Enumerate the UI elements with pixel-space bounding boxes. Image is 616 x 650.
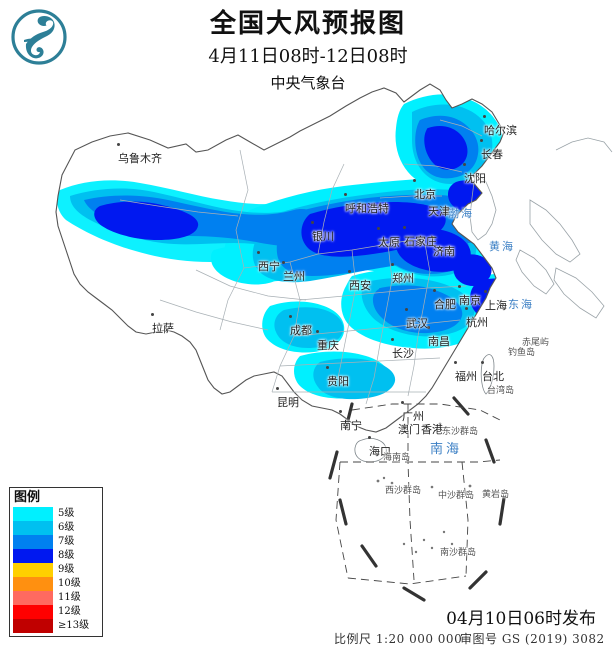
legend-row: 10级 xyxy=(13,577,100,591)
legend-row: 11级 xyxy=(13,591,100,605)
hainan-island xyxy=(354,438,387,463)
legend-row: ≥13级 xyxy=(13,619,100,633)
scs-dashed-boundaries xyxy=(335,403,501,585)
legend-swatch xyxy=(13,605,53,619)
legend-row: 8级 xyxy=(13,549,100,563)
taiwan-island xyxy=(480,354,495,395)
legend-label: ≥13级 xyxy=(58,620,90,631)
legend-swatch xyxy=(13,577,53,591)
legend-rows: 5级 6级 7级 8级 9级 10级 11级 12级 ≥13级 xyxy=(13,507,100,633)
province-boundaries xyxy=(119,119,483,405)
legend-label: 5级 xyxy=(58,508,75,519)
scs-islands xyxy=(376,422,472,554)
legend-swatch xyxy=(13,521,53,535)
cma-dragon-logo-icon xyxy=(10,8,68,66)
legend-label: 7级 xyxy=(58,536,75,547)
legend-swatch xyxy=(13,563,53,577)
legend-swatch xyxy=(13,535,53,549)
legend-swatch xyxy=(13,507,53,521)
legend-label: 10级 xyxy=(58,578,81,589)
legend-row: 12级 xyxy=(13,605,100,619)
legend-title: 图例 xyxy=(14,490,41,505)
map-review-code-label: 审图号 GS (2019) 3082号 xyxy=(460,632,605,650)
legend-label: 12级 xyxy=(58,606,81,617)
national-border xyxy=(55,83,505,433)
legend-swatch xyxy=(13,549,53,563)
legend-swatch xyxy=(13,591,53,605)
neighbor-countries xyxy=(469,137,613,319)
legend-row: 5级 xyxy=(13,507,100,521)
issue-time-label: 04月10日06时发布 xyxy=(446,609,596,629)
legend-label: 8级 xyxy=(58,550,75,561)
legend-row: 9级 xyxy=(13,563,100,577)
legend-panel: 图例 5级 6级 7级 8级 9级 10级 11级 12级 ≥13级 xyxy=(9,487,103,637)
legend-label: 9级 xyxy=(58,564,75,575)
nine-dash-line xyxy=(328,396,506,602)
legend-swatch xyxy=(13,619,53,633)
map-scale-label: 比例尺 1:20 000 000 xyxy=(334,632,463,646)
legend-label: 6级 xyxy=(58,522,75,533)
legend-row: 7级 xyxy=(13,535,100,549)
legend-row: 6级 xyxy=(13,521,100,535)
legend-label: 11级 xyxy=(58,592,81,603)
